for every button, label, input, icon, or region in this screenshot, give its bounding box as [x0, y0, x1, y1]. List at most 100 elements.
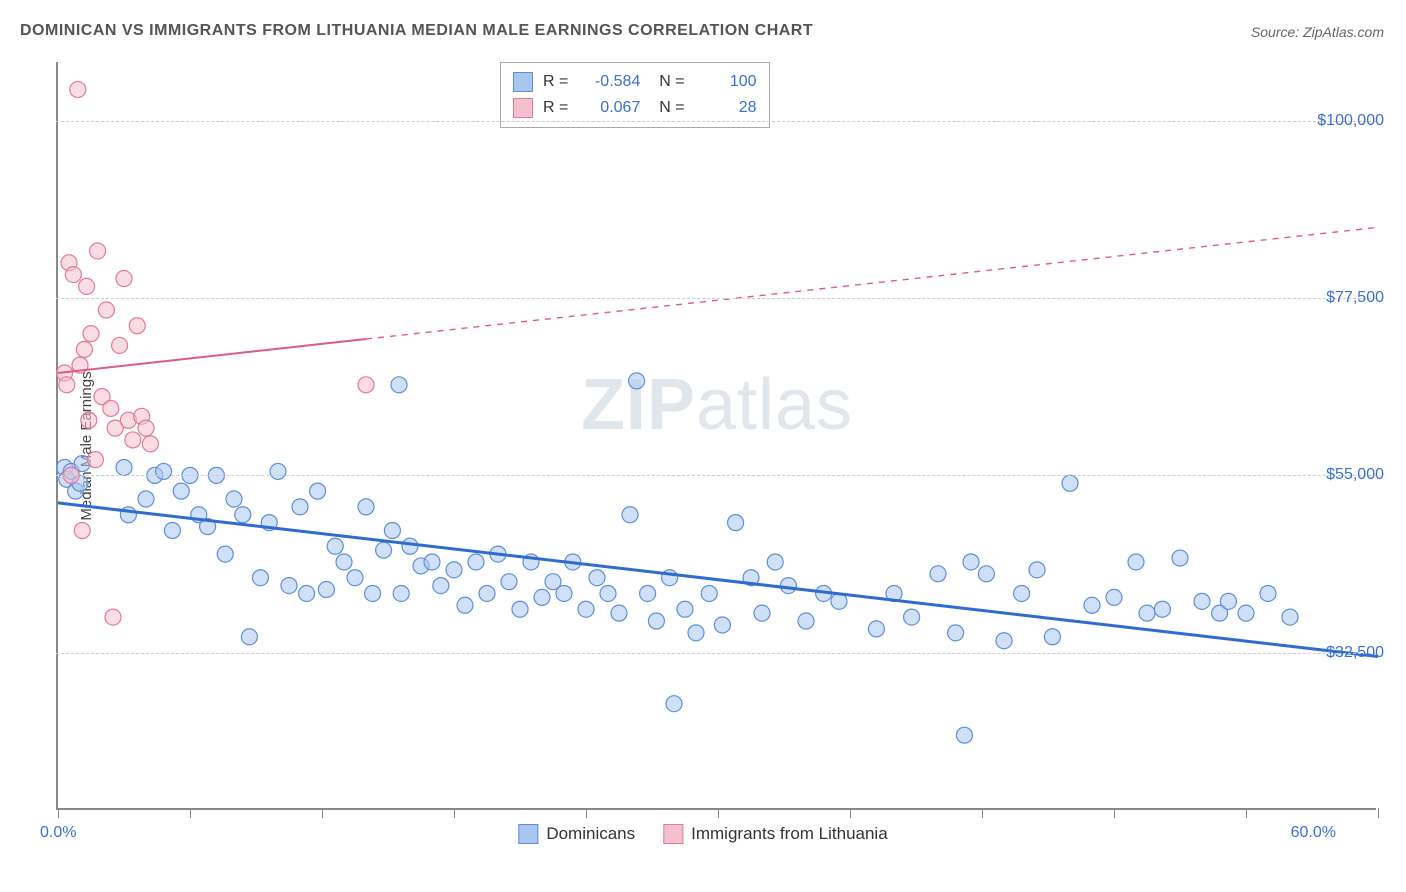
legend-swatch	[663, 824, 683, 844]
x-axis-max-label: 60.0%	[1291, 824, 1336, 842]
data-point	[281, 578, 297, 594]
plot-area: ZIPatlas	[56, 62, 1376, 810]
data-point	[479, 585, 495, 601]
data-point	[391, 377, 407, 393]
data-point	[318, 582, 334, 598]
data-point	[129, 318, 145, 334]
stat-r-value: -0.584	[578, 73, 640, 91]
series-swatch	[513, 72, 533, 92]
stat-n-label: N =	[650, 73, 684, 91]
gridline	[56, 298, 1376, 299]
data-point	[83, 326, 99, 342]
stats-row: R =0.067 N =28	[513, 95, 757, 121]
data-point	[87, 452, 103, 468]
data-point	[112, 337, 128, 353]
data-point	[534, 589, 550, 605]
data-point	[1172, 550, 1188, 566]
data-point	[1154, 601, 1170, 617]
data-point	[125, 432, 141, 448]
data-point	[433, 578, 449, 594]
data-point	[666, 696, 682, 712]
data-point	[336, 554, 352, 570]
data-point	[904, 609, 920, 625]
data-point	[501, 574, 517, 590]
data-point	[930, 566, 946, 582]
data-point	[798, 613, 814, 629]
data-point	[600, 585, 616, 601]
correlation-stats-box: R =-0.584 N =100R =0.067 N =28	[500, 62, 770, 128]
data-point	[640, 585, 656, 601]
data-point	[677, 601, 693, 617]
data-point	[79, 278, 95, 294]
data-point	[173, 483, 189, 499]
stat-r-value: 0.067	[578, 99, 640, 117]
data-point	[358, 499, 374, 515]
data-point	[358, 377, 374, 393]
data-point	[292, 499, 308, 515]
legend-swatch	[518, 824, 538, 844]
data-point	[688, 625, 704, 641]
data-point	[468, 554, 484, 570]
gridline	[56, 653, 1376, 654]
series-legend: Dominicans Immigrants from Lithuania	[518, 824, 887, 844]
data-point	[81, 412, 97, 428]
data-point	[217, 546, 233, 562]
x-tick	[190, 808, 191, 818]
legend-item: Dominicans	[518, 824, 635, 844]
data-point	[365, 585, 381, 601]
data-point	[241, 629, 257, 645]
data-point	[376, 542, 392, 558]
data-point	[629, 373, 645, 389]
data-point	[754, 605, 770, 621]
x-tick	[982, 808, 983, 818]
data-point	[1014, 585, 1030, 601]
data-point	[1260, 585, 1276, 601]
data-point	[956, 727, 972, 743]
data-point	[90, 243, 106, 259]
series-swatch	[513, 98, 533, 118]
data-point	[1128, 554, 1144, 570]
chart-title: DOMINICAN VS IMMIGRANTS FROM LITHUANIA M…	[20, 22, 813, 40]
legend-label: Immigrants from Lithuania	[691, 824, 888, 844]
data-point	[728, 515, 744, 531]
data-point	[310, 483, 326, 499]
data-point	[1084, 597, 1100, 613]
data-point	[299, 585, 315, 601]
legend-item: Immigrants from Lithuania	[663, 824, 888, 844]
data-point	[164, 522, 180, 538]
data-point	[65, 267, 81, 283]
data-point	[138, 491, 154, 507]
data-point	[648, 613, 664, 629]
data-point	[1106, 589, 1122, 605]
data-point	[589, 570, 605, 586]
data-point	[402, 538, 418, 554]
y-tick-label: $77,500	[1326, 289, 1384, 307]
data-point	[393, 585, 409, 601]
data-point	[76, 341, 92, 357]
data-point	[556, 585, 572, 601]
data-point	[235, 507, 251, 523]
trend-line-dashed	[366, 227, 1378, 339]
data-point	[98, 302, 114, 318]
stat-r-label: R =	[543, 73, 568, 91]
x-tick	[1378, 808, 1379, 818]
y-tick-label: $100,000	[1317, 112, 1384, 130]
data-point	[1029, 562, 1045, 578]
legend-label: Dominicans	[546, 824, 635, 844]
data-point	[1220, 593, 1236, 609]
data-point	[138, 420, 154, 436]
data-point	[963, 554, 979, 570]
data-point	[611, 605, 627, 621]
gridline	[56, 475, 1376, 476]
data-point	[116, 271, 132, 287]
data-point	[996, 633, 1012, 649]
x-axis-min-label: 0.0%	[40, 824, 76, 842]
x-tick	[850, 808, 851, 818]
data-point	[622, 507, 638, 523]
data-point	[270, 463, 286, 479]
data-point	[1282, 609, 1298, 625]
data-point	[868, 621, 884, 637]
x-tick	[586, 808, 587, 818]
stat-r-label: R =	[543, 99, 568, 117]
x-tick	[718, 808, 719, 818]
